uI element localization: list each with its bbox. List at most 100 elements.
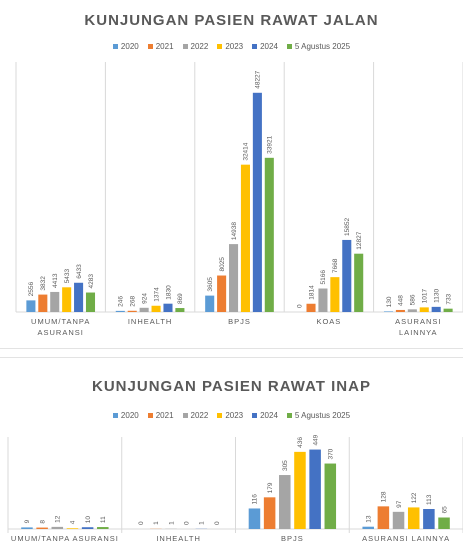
data-label: 246 <box>118 296 125 307</box>
bar <box>140 308 149 312</box>
bar <box>265 158 274 312</box>
data-label: 4283 <box>88 274 95 289</box>
data-label: 0 <box>296 304 303 308</box>
bar <box>423 509 435 529</box>
bar <box>294 452 306 529</box>
data-label: 449 <box>312 434 319 445</box>
category-label: LAINNYA <box>399 328 438 337</box>
data-label: 2556 <box>28 282 35 297</box>
data-label: 7668 <box>332 258 339 273</box>
bar <box>309 450 321 529</box>
bar <box>438 518 450 530</box>
data-label: 586 <box>410 294 417 305</box>
data-label: 9 <box>24 519 31 523</box>
data-label: 97 <box>396 500 403 508</box>
data-label: 1830 <box>165 285 172 300</box>
category-label: ASURANSI <box>38 328 84 337</box>
bar <box>175 308 184 312</box>
data-label: 130 <box>386 296 393 307</box>
data-label: 924 <box>141 293 148 304</box>
bar <box>205 296 214 312</box>
bar <box>50 292 59 312</box>
bar <box>67 528 79 529</box>
bar <box>362 527 374 529</box>
data-label: 0 <box>214 521 221 525</box>
data-label: 113 <box>426 494 433 505</box>
data-label: 116 <box>252 494 259 505</box>
bar <box>249 508 261 529</box>
data-label: 48227 <box>255 70 262 88</box>
bar <box>253 93 262 312</box>
data-label: 869 <box>177 293 184 304</box>
bar <box>74 283 83 312</box>
bar <box>408 507 420 529</box>
bar <box>217 276 226 312</box>
data-label: 11 <box>100 516 107 523</box>
data-label: 4 <box>70 520 77 524</box>
bar <box>163 304 172 312</box>
bar <box>264 497 276 529</box>
category-label: UMUM/TANPA <box>31 317 90 326</box>
data-label: 3605 <box>207 277 214 292</box>
data-label: 733 <box>445 293 452 304</box>
data-label: 12827 <box>356 231 363 249</box>
data-label: 436 <box>297 437 304 448</box>
data-label: 1130 <box>433 289 440 303</box>
bar <box>128 311 137 312</box>
category-label: BPJS <box>228 317 251 326</box>
bar <box>408 309 417 312</box>
data-label: 1017 <box>422 289 429 304</box>
data-label: 33921 <box>267 135 274 153</box>
category-label: ASURANSI LAINNYA <box>362 534 450 543</box>
data-label: 5166 <box>320 270 327 285</box>
bar <box>152 306 161 312</box>
data-label: 15852 <box>344 217 351 235</box>
data-label: 1374 <box>153 287 160 302</box>
data-label: 1 <box>199 521 206 525</box>
bar <box>325 464 337 529</box>
category-label: ASURANSI <box>395 317 441 326</box>
data-label: 13 <box>365 515 372 523</box>
category-label: BPJS <box>281 534 304 543</box>
bar <box>97 527 109 529</box>
data-label: 32414 <box>243 142 250 160</box>
bar <box>318 289 327 312</box>
bar <box>26 300 35 312</box>
data-label: 268 <box>129 296 136 307</box>
data-label: 122 <box>411 492 418 503</box>
bar <box>82 527 94 529</box>
data-label: 370 <box>328 448 335 459</box>
data-label: 8025 <box>219 257 226 272</box>
bar <box>384 311 393 312</box>
bar <box>354 254 363 312</box>
data-label: 0 <box>183 521 190 525</box>
bar <box>229 244 238 312</box>
data-label: 12 <box>55 515 62 523</box>
bar <box>330 277 339 312</box>
bar <box>241 165 250 312</box>
bar <box>444 309 453 312</box>
bar <box>396 310 405 312</box>
bar <box>62 287 71 312</box>
bar <box>52 527 64 529</box>
data-label: 65 <box>441 506 448 514</box>
bar <box>432 307 441 312</box>
bar <box>393 512 405 529</box>
bar <box>21 527 33 529</box>
bar <box>306 304 315 312</box>
bar <box>116 311 125 312</box>
data-label: 305 <box>282 460 289 471</box>
bar <box>38 295 47 312</box>
data-label: 1814 <box>308 285 315 300</box>
category-label: KOAS <box>316 317 341 326</box>
data-label: 179 <box>267 482 274 493</box>
data-label: 8 <box>39 520 46 524</box>
data-label: 3832 <box>40 276 47 291</box>
data-label: 4413 <box>52 273 59 288</box>
bar <box>279 475 291 529</box>
data-label: 5433 <box>64 268 71 283</box>
data-label: 0 <box>138 521 145 525</box>
data-label: 10 <box>85 516 92 524</box>
